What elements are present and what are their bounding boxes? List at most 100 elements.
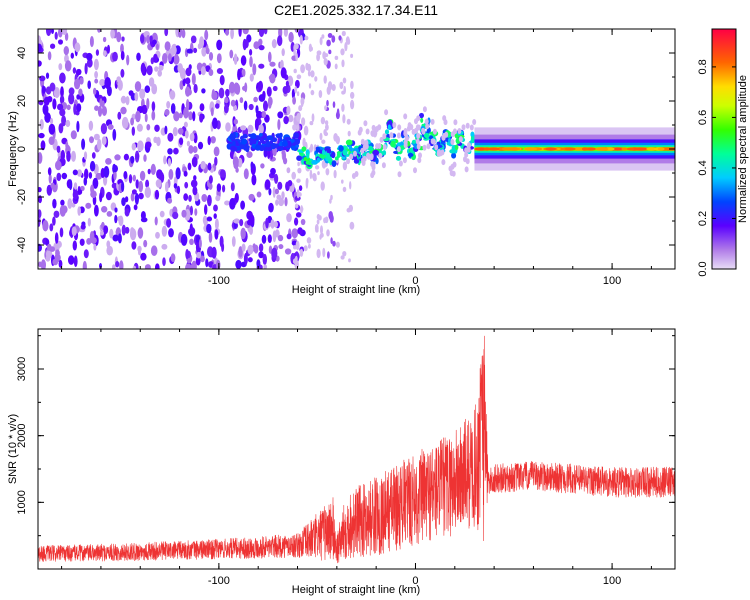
noise-blob (341, 103, 345, 113)
noise-blob (136, 52, 141, 61)
signal-halo (389, 132, 394, 139)
noise-blob (68, 93, 75, 105)
noise-blob (271, 39, 277, 49)
noise-blob (145, 179, 150, 188)
noise-blob (348, 204, 353, 212)
noise-blob (213, 146, 220, 157)
noise-blob (99, 192, 103, 203)
noise-blob (107, 44, 110, 54)
noise-blob (47, 167, 52, 176)
noise-blob (58, 123, 64, 134)
colorbar-tick-label: 0.4 (697, 160, 709, 175)
noise-blob (172, 127, 178, 137)
signal-halo (358, 126, 363, 133)
noise-blob (338, 35, 342, 41)
signal-blob (336, 152, 341, 158)
noise-blob (267, 148, 271, 160)
noise-blob (170, 103, 176, 114)
noise-blob (229, 49, 234, 59)
noise-blob (286, 233, 292, 240)
noise-blob (216, 53, 222, 64)
snr-y-tick-label: 1000 (16, 490, 28, 514)
noise-blob (310, 70, 315, 78)
signal-blob (239, 144, 245, 149)
noise-blob (104, 77, 111, 89)
noise-blob (70, 130, 77, 140)
signal-blob (419, 112, 424, 119)
signal-blob (266, 135, 274, 141)
noise-blob (240, 55, 247, 66)
signal-blob (454, 144, 459, 151)
signal-blob (470, 137, 475, 143)
noise-blob (350, 99, 355, 110)
noise-blob (167, 158, 172, 167)
noise-blob (297, 227, 303, 235)
carrier-peak (595, 147, 609, 151)
noise-blob (77, 189, 83, 195)
noise-blob (276, 194, 282, 200)
noise-blob (324, 105, 327, 111)
noise-blob (299, 248, 304, 257)
noise-blob (85, 202, 92, 209)
carrier-peak (581, 147, 589, 151)
noise-blob (46, 29, 52, 37)
noise-blob (299, 34, 303, 45)
noise-blob (202, 215, 208, 225)
spectrogram-y-ticks: -40 -20 0 20 40 (16, 28, 675, 270)
noise-blob (120, 50, 125, 61)
noise-blob (291, 171, 297, 180)
noise-blob (249, 49, 253, 56)
noise-blob (47, 96, 53, 103)
noise-blob (214, 218, 219, 230)
signal-blob (338, 145, 344, 152)
signal-blob (232, 131, 236, 138)
noise-blob (249, 226, 253, 235)
noise-blob (326, 99, 329, 107)
noise-blob (82, 260, 87, 269)
noise-blob (48, 173, 52, 184)
noise-blob (251, 174, 257, 186)
noise-blob (342, 77, 347, 84)
noise-blob (324, 120, 329, 126)
noise-blob (258, 243, 264, 252)
noise-blob (303, 245, 308, 252)
noise-blob (83, 249, 89, 259)
noise-blob (87, 217, 91, 227)
signal-blob (235, 146, 242, 151)
noise-blob (242, 68, 246, 77)
noise-blob (38, 132, 45, 139)
signal-halo (472, 119, 477, 125)
noise-blob (314, 76, 318, 82)
noise-blob (269, 73, 276, 84)
noise-blob (296, 74, 302, 80)
noise-blob (74, 78, 81, 90)
noise-blob (284, 248, 292, 255)
noise-blob (219, 235, 224, 248)
noise-blob (278, 244, 284, 250)
signal-blob (345, 139, 353, 146)
noise-blob (193, 47, 198, 54)
noise-blob (274, 188, 279, 195)
signal-halo (365, 128, 370, 135)
noise-blob (335, 135, 340, 145)
noise-blob (212, 117, 218, 130)
signal-halo (379, 136, 384, 143)
noise-blob (323, 75, 327, 84)
noise-blob (253, 41, 260, 50)
signal-blob (326, 148, 332, 154)
noise-blob (322, 247, 326, 258)
noise-blob (165, 181, 169, 193)
noise-blob (264, 179, 271, 190)
noise-blob (186, 48, 193, 54)
noise-blob (76, 103, 82, 112)
noise-blob (138, 180, 144, 193)
noise-blob (56, 145, 61, 153)
noise-blob (100, 123, 107, 135)
noise-blob (271, 247, 278, 259)
noise-blob (300, 218, 306, 226)
noise-blob (241, 243, 246, 252)
noise-blob (68, 87, 75, 96)
noise-blob (190, 264, 195, 269)
noise-blob (125, 226, 130, 234)
noise-blob (225, 29, 230, 36)
